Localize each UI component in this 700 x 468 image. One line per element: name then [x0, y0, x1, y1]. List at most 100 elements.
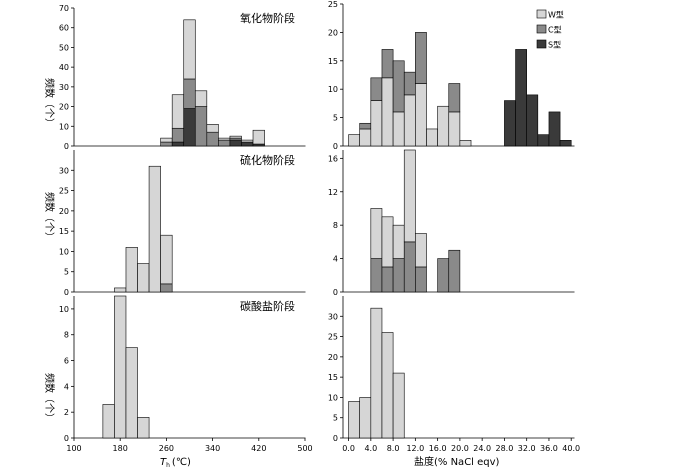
bar-C: [448, 249, 461, 293]
y-tick-label: 4: [333, 255, 338, 264]
x-tick-label: 420: [251, 444, 266, 453]
bar-C: [415, 32, 427, 84]
bar-W: [348, 134, 360, 147]
bar-C: [206, 131, 219, 147]
bar-S: [171, 141, 185, 147]
bar-W: [459, 140, 472, 147]
y-tick-label: 16: [328, 154, 338, 163]
bar-S: [526, 94, 539, 147]
y-tick-label: 0: [333, 288, 338, 297]
bar-W: [348, 401, 360, 439]
y-tick-label: 12: [328, 188, 338, 197]
bar-S: [183, 108, 196, 147]
y-tick-label: 25: [59, 187, 69, 196]
bar-S: [504, 100, 516, 147]
y-tick-label: 10: [59, 247, 69, 256]
x-tick-label: 40.0: [562, 444, 580, 453]
y-tick-label: 20: [59, 103, 69, 112]
x-tick-label: 0.0: [342, 444, 355, 453]
y-tick-label: 10: [328, 393, 338, 402]
bar-C: [171, 127, 185, 143]
y-axis-label-top: 频数（个）: [43, 78, 56, 128]
y-tick-label: 15: [328, 373, 338, 382]
bar-C: [370, 77, 383, 101]
bar-S: [559, 140, 572, 147]
bar-W: [252, 129, 265, 145]
bar-C: [194, 106, 208, 147]
y-tick-label: 60: [59, 24, 69, 33]
bar-W: [381, 77, 394, 147]
y-tick-label: 30: [59, 83, 69, 92]
y-tick-label: 0: [333, 142, 338, 151]
bar-W: [102, 404, 115, 439]
x-tick-label: 24.0: [473, 444, 491, 453]
bar-W: [137, 263, 150, 293]
bar-W: [160, 137, 173, 143]
bar-C: [403, 71, 416, 96]
x-tick-label: 20.0: [451, 444, 469, 453]
bar-W: [392, 372, 405, 439]
y-axis-label-bottom: 频数（个）: [43, 373, 56, 423]
bar-W: [183, 19, 196, 80]
stage-title: 氧化物阶段: [240, 11, 295, 25]
bar-W: [229, 135, 242, 139]
y-tick-label: 0: [64, 142, 69, 151]
x-tick-label: 180: [113, 444, 128, 453]
bar-C: [448, 83, 461, 113]
x-tick-label: 36.0: [540, 444, 558, 453]
x-tick-label: 16.0: [429, 444, 447, 453]
legend-label-W: W型: [548, 11, 564, 20]
bar-S: [537, 134, 550, 147]
bar-W: [415, 233, 427, 268]
y-tick-label: 8: [64, 331, 69, 340]
y-tick-label: 30: [59, 166, 69, 175]
panel-th-sulfide: 0 5 10 15 20 25 30 硫化物阶段: [59, 150, 306, 297]
panel-sal-sulfide: 0 4 8 12 16: [328, 149, 575, 297]
x-tick-label: 340: [205, 444, 220, 453]
y-tick-label: 20: [59, 207, 69, 216]
y-tick-label: 50: [59, 43, 69, 52]
y-tick-label: 5: [333, 114, 338, 123]
y-tick-label: 20: [328, 28, 338, 37]
bar-W: [437, 105, 450, 147]
bar-W: [381, 332, 394, 439]
legend-swatch-S: [536, 39, 547, 49]
bar-C: [381, 49, 394, 79]
bar-W: [114, 287, 127, 293]
bar-W: [392, 224, 405, 259]
y-tick-label: 5: [333, 414, 338, 423]
bar-W: [426, 128, 438, 147]
y-tick-label: 0: [64, 288, 69, 297]
bar-C: [183, 78, 196, 109]
y-tick-label: 70: [59, 4, 69, 13]
y-axis-label-middle: 频数（个）: [43, 192, 56, 242]
bar-C: [359, 122, 372, 130]
legend-label-S: S型: [548, 41, 561, 50]
y-tick-label: 5: [64, 268, 69, 277]
x-axis-label-salinity: 盐度(% NaCl eqv): [414, 455, 500, 468]
bar-S: [548, 111, 561, 147]
bar-C: [403, 241, 416, 293]
bar-W: [381, 216, 394, 268]
bar-W: [241, 139, 254, 143]
bar-S: [229, 139, 242, 147]
y-tick-label: 0: [333, 434, 338, 443]
x-tick-label: 100: [66, 444, 81, 453]
bar-W: [370, 100, 383, 147]
bar-C: [160, 283, 173, 293]
bar-S: [241, 141, 254, 147]
bar-W: [448, 111, 461, 147]
legend-swatch-W: [536, 9, 547, 19]
bar-W: [137, 417, 150, 439]
bar-W: [125, 247, 138, 293]
y-tick-label: 2: [64, 408, 69, 417]
bar-W: [359, 397, 372, 439]
bar-W: [148, 165, 161, 293]
x-tick-label: 32.0: [518, 444, 536, 453]
bar-W: [125, 347, 138, 439]
bar-W: [370, 307, 383, 439]
legend-label-C: C型: [548, 26, 562, 35]
bar-C: [392, 60, 405, 113]
y-tick-label: 30: [328, 312, 338, 321]
x-tick-label: 260: [159, 444, 174, 453]
